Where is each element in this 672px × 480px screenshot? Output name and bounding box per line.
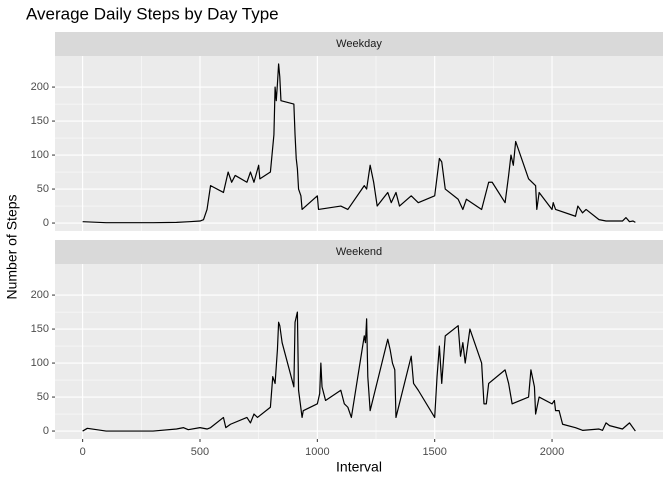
y-tick-label: 50 (37, 391, 49, 403)
facet-label: Weekday (336, 38, 382, 50)
y-tick-label: 150 (31, 115, 49, 127)
y-tick-label: 150 (31, 323, 49, 335)
y-tick-label: 100 (31, 357, 49, 369)
chart-title: Average Daily Steps by Day Type (26, 4, 279, 23)
x-tick-label: 500 (191, 446, 209, 458)
facet-strip (55, 32, 663, 56)
panel-background (55, 264, 663, 439)
facet-label: Weekend (336, 246, 382, 258)
x-axis-label: Interval (336, 459, 382, 475)
y-tick-label: 0 (43, 425, 49, 437)
y-tick-label: 100 (31, 149, 49, 161)
x-tick-label: 1000 (305, 446, 329, 458)
x-tick-label: 1500 (422, 446, 446, 458)
y-tick-label: 50 (37, 183, 49, 195)
x-tick-label: 2000 (540, 446, 564, 458)
facet-strip (55, 240, 663, 264)
y-axis-label: Number of Steps (4, 194, 20, 299)
data-line (82, 311, 636, 432)
y-tick-label: 200 (31, 289, 49, 301)
panel-background (55, 56, 663, 231)
y-tick-label: 0 (43, 217, 49, 229)
data-line (82, 63, 636, 224)
y-tick-label: 200 (31, 81, 49, 93)
x-tick-label: 0 (80, 446, 86, 458)
